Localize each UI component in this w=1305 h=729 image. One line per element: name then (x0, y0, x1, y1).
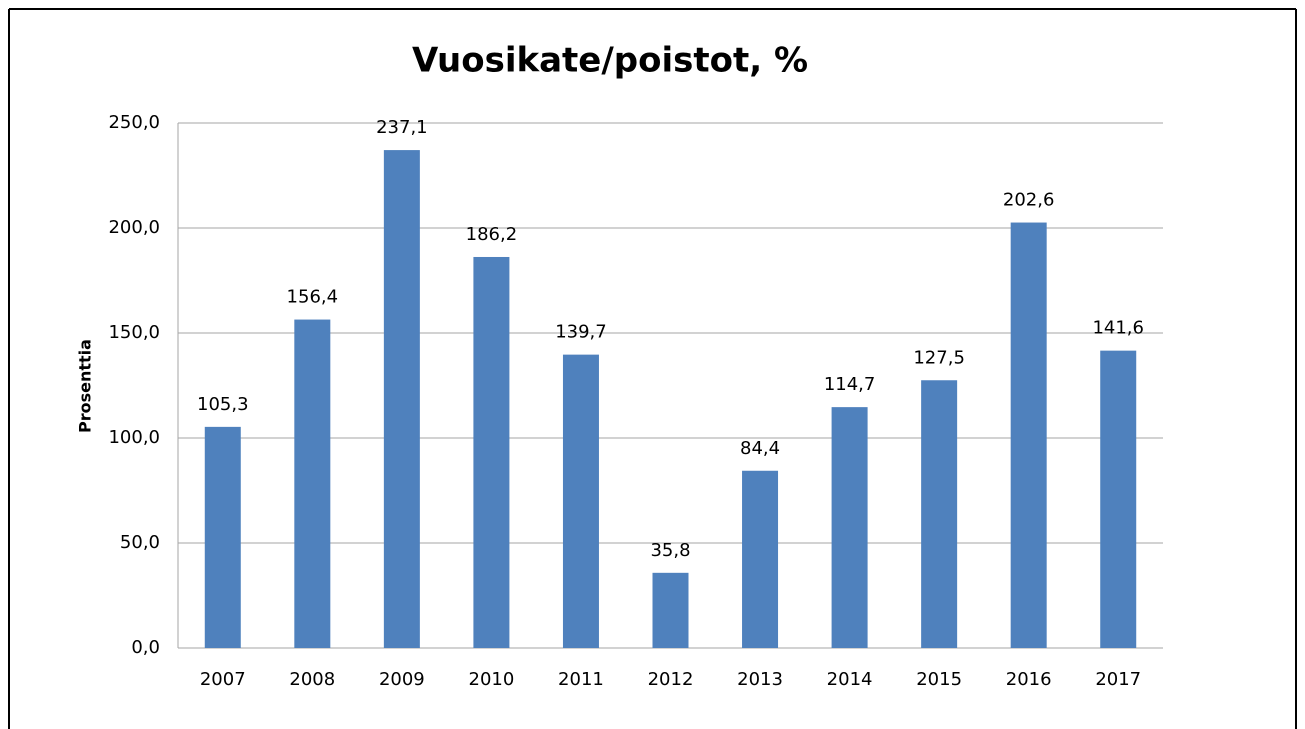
bar (831, 407, 868, 648)
data-label: 141,6 (1092, 318, 1144, 339)
data-label: 156,4 (287, 287, 339, 308)
bar (1010, 222, 1047, 649)
bar (1100, 350, 1137, 648)
x-tick-label: 2010 (469, 669, 515, 690)
bar (294, 319, 331, 648)
data-label: 202,6 (1003, 190, 1055, 211)
data-label: 237,1 (376, 117, 428, 138)
x-tick-label: 2013 (737, 669, 783, 690)
x-tick-label: 2014 (827, 669, 873, 690)
data-label: 35,8 (650, 540, 690, 561)
bar (204, 426, 241, 648)
bar (473, 256, 510, 648)
x-tick-label: 2009 (379, 669, 425, 690)
data-label: 114,7 (824, 374, 876, 395)
bar (652, 572, 689, 648)
y-tick-label: 100,0 (108, 427, 160, 448)
bar (921, 380, 958, 648)
x-tick-label: 2012 (648, 669, 694, 690)
bar (383, 150, 420, 648)
y-tick-label: 200,0 (108, 217, 160, 238)
x-tick-label: 2011 (558, 669, 604, 690)
y-tick-label: 0,0 (131, 637, 160, 658)
x-tick-label: 2015 (916, 669, 962, 690)
data-label: 127,5 (913, 347, 965, 368)
x-tick-label: 2008 (289, 669, 335, 690)
x-tick-label: 2007 (200, 669, 246, 690)
y-tick-label: 150,0 (108, 322, 160, 343)
y-tick-label: 50,0 (120, 532, 160, 553)
data-label: 139,7 (555, 322, 607, 343)
data-label: 84,4 (740, 438, 780, 459)
data-label: 186,2 (466, 224, 518, 245)
data-label: 105,3 (197, 394, 249, 415)
chart-title: Vuosikate/poistot, % (412, 41, 808, 81)
x-tick-label: 2017 (1095, 669, 1141, 690)
y-tick-label: 250,0 (108, 112, 160, 133)
x-tick-label: 2016 (1006, 669, 1052, 690)
y-axis-label: Prosenttia (76, 339, 95, 433)
bar (742, 470, 779, 648)
bar (562, 354, 599, 648)
